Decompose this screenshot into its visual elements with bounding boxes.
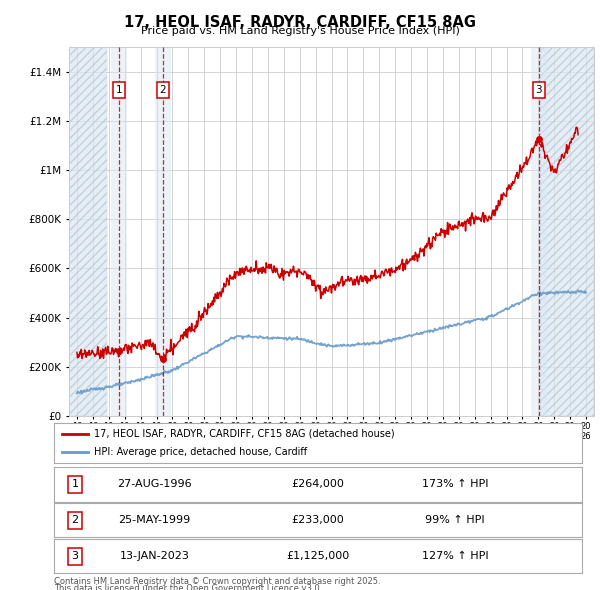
Bar: [531, 47, 547, 416]
Text: £1,125,000: £1,125,000: [286, 552, 350, 561]
Text: 1: 1: [71, 480, 79, 489]
Text: HPI: Average price, detached house, Cardiff: HPI: Average price, detached house, Card…: [94, 447, 307, 457]
Text: 27-AUG-1996: 27-AUG-1996: [117, 480, 191, 489]
Text: £264,000: £264,000: [292, 480, 344, 489]
Text: This data is licensed under the Open Government Licence v3.0.: This data is licensed under the Open Gov…: [54, 584, 322, 590]
Text: 2: 2: [71, 516, 79, 525]
Text: 17, HEOL ISAF, RADYR, CARDIFF, CF15 8AG: 17, HEOL ISAF, RADYR, CARDIFF, CF15 8AG: [124, 15, 476, 30]
Text: 99% ↑ HPI: 99% ↑ HPI: [425, 516, 485, 525]
Text: 2: 2: [160, 84, 166, 94]
Text: 1: 1: [116, 84, 122, 94]
Text: Price paid vs. HM Land Registry's House Price Index (HPI): Price paid vs. HM Land Registry's House …: [140, 26, 460, 36]
Bar: [540, 47, 594, 416]
Text: 3: 3: [71, 552, 79, 561]
Text: 173% ↑ HPI: 173% ↑ HPI: [422, 480, 488, 489]
Bar: [155, 47, 171, 416]
Bar: [69, 47, 107, 416]
Bar: [111, 47, 127, 416]
Text: Contains HM Land Registry data © Crown copyright and database right 2025.: Contains HM Land Registry data © Crown c…: [54, 577, 380, 586]
Text: 127% ↑ HPI: 127% ↑ HPI: [422, 552, 488, 561]
Text: 25-MAY-1999: 25-MAY-1999: [118, 516, 190, 525]
Text: 13-JAN-2023: 13-JAN-2023: [119, 552, 189, 561]
Text: 17, HEOL ISAF, RADYR, CARDIFF, CF15 8AG (detached house): 17, HEOL ISAF, RADYR, CARDIFF, CF15 8AG …: [94, 429, 394, 439]
Text: 3: 3: [536, 84, 542, 94]
Text: £233,000: £233,000: [292, 516, 344, 525]
